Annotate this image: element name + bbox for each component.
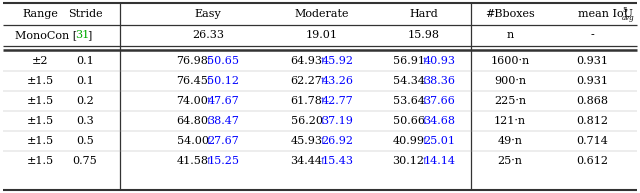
Text: ↑: ↑	[318, 76, 326, 85]
Text: 38.47: 38.47	[207, 116, 239, 126]
Text: 1600·n: 1600·n	[490, 56, 530, 66]
Text: 64.80: 64.80	[177, 116, 209, 126]
Text: 25.01: 25.01	[424, 136, 456, 146]
Text: 26.92: 26.92	[321, 136, 353, 146]
Text: 50.66: 50.66	[392, 116, 424, 126]
Text: 40.93: 40.93	[424, 56, 456, 66]
Text: Range: Range	[22, 9, 58, 19]
Text: Moderate: Moderate	[295, 9, 349, 19]
Text: ]: ]	[87, 30, 92, 40]
Text: 37.66: 37.66	[424, 96, 456, 106]
Text: 40.99: 40.99	[392, 136, 424, 146]
Text: 53.64: 53.64	[392, 96, 424, 106]
Text: 54.00: 54.00	[177, 136, 209, 146]
Text: ↑: ↑	[420, 96, 428, 106]
Text: 0.812: 0.812	[576, 116, 608, 126]
Text: 61.78: 61.78	[291, 96, 323, 106]
Text: ↑: ↑	[318, 136, 326, 146]
Text: 0.714: 0.714	[576, 136, 608, 146]
Text: ↑: ↑	[420, 136, 428, 146]
Text: 49·n: 49·n	[497, 136, 522, 146]
Text: ↑: ↑	[204, 57, 212, 65]
Text: 0.75: 0.75	[72, 156, 97, 166]
Text: ↑: ↑	[318, 157, 326, 166]
Text: -: -	[590, 30, 594, 40]
Text: 56.91: 56.91	[392, 56, 424, 66]
Text: mean IoU: mean IoU	[578, 9, 633, 19]
Text: 45.93: 45.93	[291, 136, 323, 146]
Text: ±1.5: ±1.5	[26, 136, 54, 146]
Text: 62.27: 62.27	[291, 76, 323, 86]
Text: ↑: ↑	[204, 157, 212, 166]
Text: ±1.5: ±1.5	[26, 156, 54, 166]
Text: 42.77: 42.77	[322, 96, 353, 106]
Text: 45.92: 45.92	[321, 56, 353, 66]
Text: ±1.5: ±1.5	[26, 96, 54, 106]
Text: Easy: Easy	[195, 9, 221, 19]
Text: MonoCon [: MonoCon [	[15, 30, 77, 40]
Text: 15.43: 15.43	[321, 156, 353, 166]
Text: 26.33: 26.33	[192, 30, 224, 40]
Text: ↑: ↑	[318, 117, 326, 125]
Text: 76.45: 76.45	[177, 76, 209, 86]
Text: 14.14: 14.14	[424, 156, 456, 166]
Text: ↑: ↑	[420, 76, 428, 85]
Text: ↑: ↑	[204, 117, 212, 125]
Text: Hard: Hard	[410, 9, 438, 19]
Text: 15.98: 15.98	[408, 30, 440, 40]
Text: ±1.5: ±1.5	[26, 76, 54, 86]
Text: Stride: Stride	[68, 9, 102, 19]
Text: 0.931: 0.931	[576, 76, 608, 86]
Text: 15.25: 15.25	[207, 156, 239, 166]
Text: 74.00: 74.00	[177, 96, 209, 106]
Text: 50.12: 50.12	[207, 76, 239, 86]
Text: 121·n: 121·n	[494, 116, 526, 126]
Text: ±2: ±2	[32, 56, 48, 66]
Text: 34.68: 34.68	[424, 116, 456, 126]
Text: #Bboxes: #Bboxes	[485, 9, 535, 19]
Text: 19.01: 19.01	[306, 30, 338, 40]
Text: 43.26: 43.26	[321, 76, 353, 86]
Text: 0.612: 0.612	[576, 156, 608, 166]
Text: ↑: ↑	[420, 117, 428, 125]
Text: 0.868: 0.868	[576, 96, 608, 106]
Text: 31: 31	[75, 30, 89, 40]
Text: 34.44: 34.44	[291, 156, 323, 166]
Text: 30.12: 30.12	[392, 156, 424, 166]
Text: 0.5: 0.5	[76, 136, 94, 146]
Text: 27.67: 27.67	[207, 136, 239, 146]
Text: n: n	[506, 30, 514, 40]
Text: 0.2: 0.2	[76, 96, 94, 106]
Text: 56.20: 56.20	[291, 116, 323, 126]
Text: 38.36: 38.36	[424, 76, 456, 86]
Text: avg: avg	[622, 14, 635, 22]
Text: 5: 5	[622, 6, 627, 14]
Text: 64.93: 64.93	[291, 56, 323, 66]
Text: ↑: ↑	[420, 57, 428, 65]
Text: 41.58: 41.58	[177, 156, 209, 166]
Text: ↑: ↑	[420, 157, 428, 166]
Text: ↑: ↑	[204, 76, 212, 85]
Text: 47.67: 47.67	[207, 96, 239, 106]
Text: 25·n: 25·n	[497, 156, 522, 166]
Text: 0.1: 0.1	[76, 76, 94, 86]
Text: 900·n: 900·n	[494, 76, 526, 86]
Text: 37.19: 37.19	[321, 116, 353, 126]
Text: 0.1: 0.1	[76, 56, 94, 66]
Text: 54.34: 54.34	[392, 76, 424, 86]
Text: 225·n: 225·n	[494, 96, 526, 106]
Text: ↑: ↑	[318, 57, 326, 65]
Text: ±1.5: ±1.5	[26, 116, 54, 126]
Text: 0.3: 0.3	[76, 116, 94, 126]
Text: ↑: ↑	[204, 136, 212, 146]
Text: 50.65: 50.65	[207, 56, 239, 66]
Text: ↑: ↑	[204, 96, 212, 106]
Text: 76.98: 76.98	[177, 56, 209, 66]
Text: 0.931: 0.931	[576, 56, 608, 66]
Text: ↑: ↑	[318, 96, 326, 106]
